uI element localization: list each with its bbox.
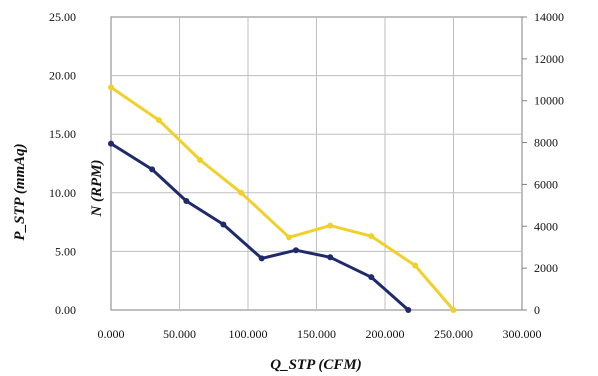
x-tick-label: 100.000	[229, 327, 268, 341]
series-layer	[108, 84, 457, 313]
y2-axis-title: N (RPM)	[89, 159, 105, 217]
x-tick-label: 150.000	[297, 327, 336, 341]
series-2-point	[450, 307, 457, 313]
series-2-point	[412, 262, 419, 269]
y2-tick-label: 6000	[534, 177, 558, 191]
y-tick-label: 20.00	[49, 69, 76, 83]
series-1-point	[405, 307, 412, 313]
series-1-point	[108, 140, 114, 147]
x-tick-label: 200.000	[366, 327, 405, 341]
series-2-point	[238, 189, 245, 196]
series-2-point	[286, 234, 293, 241]
series-1-point	[220, 221, 227, 228]
series-1-point	[327, 254, 334, 261]
series-1-point	[292, 247, 299, 254]
y2-tick-label: 8000	[534, 136, 558, 150]
y-tick-label: 25.00	[49, 10, 76, 24]
y2-tick-label: 2000	[534, 261, 558, 275]
x-axis-title: Q_STP (CFM)	[270, 357, 362, 373]
series-2-point	[108, 84, 114, 91]
series-1-point	[183, 198, 190, 205]
y-axis-title: P_STP (mmAq)	[12, 143, 28, 240]
x-tick-label: 300.000	[503, 327, 542, 341]
y2-tick-label: 4000	[534, 219, 558, 233]
x-tick-label: 250.000	[434, 327, 473, 341]
series-2-point	[197, 156, 204, 163]
x-tick-label: 50.000	[163, 327, 196, 341]
y-tick-label: 5.00	[55, 244, 76, 258]
series-2-point	[155, 117, 162, 124]
y-tick-label: 10.00	[49, 186, 76, 200]
grid-lines	[111, 17, 522, 310]
y-tick-label: 0.00	[55, 303, 76, 317]
y2-tick-label: 12000	[534, 52, 564, 66]
x-tick-label: 0.000	[98, 327, 125, 341]
y2-tick-label: 0	[534, 303, 540, 317]
series-1-point	[368, 274, 375, 281]
series-2-point	[327, 222, 334, 229]
series-1-point	[149, 166, 156, 173]
series-2-point	[368, 233, 375, 240]
series-1-point	[258, 255, 265, 262]
y2-tick-label: 10000	[534, 94, 564, 108]
y2-tick-label: 14000	[534, 10, 564, 24]
tick-labels: 0.000 50.000 100.000 150.000 200.000 250.000 3…	[49, 10, 564, 341]
y-tick-label: 15.00	[49, 127, 76, 141]
